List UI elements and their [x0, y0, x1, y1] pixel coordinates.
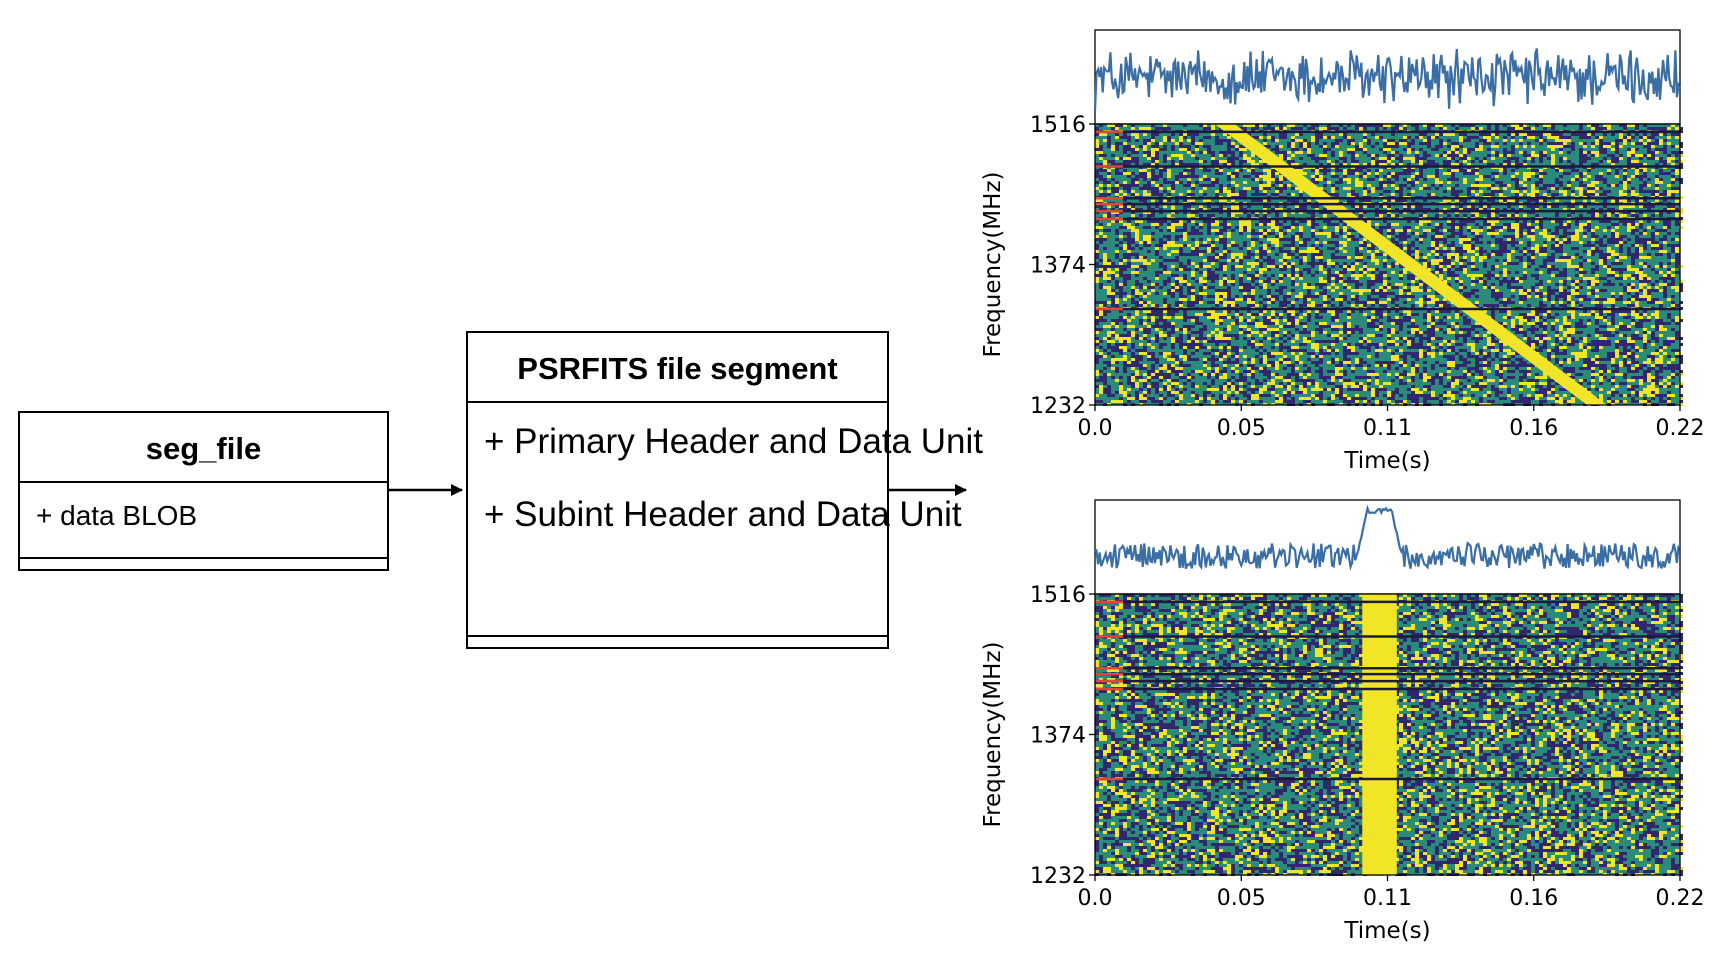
- y-axis-label: Frequency(MHz): [980, 172, 1006, 358]
- x-tick-label: 0.22: [1656, 886, 1705, 911]
- seg-file-title: seg_file: [20, 413, 387, 483]
- x-tick-label: 0.05: [1217, 416, 1266, 441]
- y-tick-label: 1516: [1030, 113, 1086, 138]
- x-tick-label: 0.11: [1363, 416, 1412, 441]
- x-axis-label: Time(s): [1343, 448, 1430, 474]
- x-tick-label: 0.0: [1078, 416, 1113, 441]
- y-axis-label: Frequency(MHz): [980, 642, 1006, 828]
- y-tick-label: 1232: [1030, 864, 1086, 889]
- heatmap: [1095, 124, 1683, 406]
- y-tick-label: 1232: [1030, 394, 1086, 419]
- seg-file-attribute: + data BLOB: [36, 500, 198, 531]
- y-tick-label: 1374: [1030, 254, 1086, 279]
- y-tick-label: 1374: [1030, 724, 1086, 749]
- x-axis-label: Time(s): [1343, 918, 1430, 944]
- pulse-track: [1214, 124, 1607, 405]
- seg-file-attributes: + data BLOB: [20, 483, 387, 559]
- psrfits-title: PSRFITS file segment: [468, 333, 887, 403]
- x-tick-label: 0.11: [1363, 886, 1412, 911]
- x-tick-label: 0.16: [1509, 886, 1558, 911]
- y-tick-label: 1516: [1030, 583, 1086, 608]
- pulse-track: [1362, 594, 1397, 875]
- seg-file-class: seg_file + data BLOB: [18, 411, 389, 571]
- profile-frame: [1094, 499, 1681, 595]
- profile-line: [1094, 504, 1680, 571]
- x-tick-label: 0.0: [1078, 886, 1113, 911]
- x-tick-label: 0.16: [1509, 416, 1558, 441]
- psrfits-attribute: + Subint Header and Data Unit: [484, 494, 962, 534]
- x-tick-label: 0.22: [1656, 416, 1705, 441]
- profile-line: [1093, 48, 1682, 111]
- x-tick-label: 0.05: [1217, 886, 1266, 911]
